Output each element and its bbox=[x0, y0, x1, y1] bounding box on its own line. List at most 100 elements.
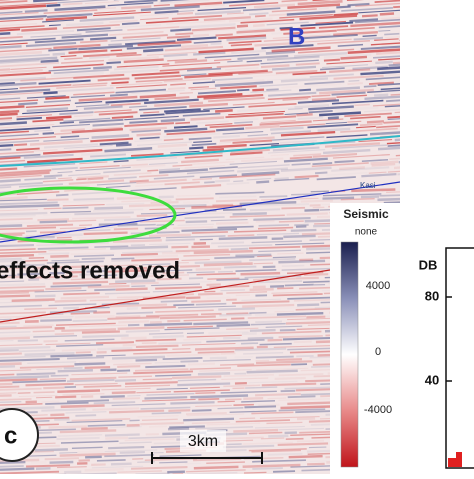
seismic-trace bbox=[88, 286, 130, 287]
seismic-trace bbox=[0, 389, 42, 390]
seismic-trace bbox=[24, 353, 74, 355]
seismic-trace bbox=[120, 452, 145, 453]
seismic-trace bbox=[256, 357, 294, 358]
seismic-trace bbox=[310, 264, 332, 265]
seismic-trace bbox=[233, 213, 267, 214]
seismic-trace bbox=[111, 464, 132, 465]
seismic-trace bbox=[241, 273, 281, 274]
seismic-trace bbox=[241, 343, 258, 344]
seismic-trace bbox=[289, 456, 323, 457]
seismic-trace bbox=[273, 257, 296, 258]
seismic-trace bbox=[75, 415, 96, 416]
seismic-trace bbox=[46, 117, 71, 119]
seismic-trace bbox=[258, 405, 279, 406]
seismic-trace bbox=[111, 82, 128, 83]
seismic-trace bbox=[116, 289, 148, 290]
seismic-trace bbox=[233, 405, 253, 406]
seismic-trace bbox=[268, 436, 288, 437]
seismic-trace bbox=[35, 449, 68, 450]
seismic-trace bbox=[82, 332, 120, 333]
seismic-trace bbox=[137, 215, 168, 216]
seismic-trace bbox=[255, 394, 301, 395]
seismic-trace bbox=[136, 360, 157, 361]
seismic-trace bbox=[271, 33, 282, 34]
seismic-trace bbox=[170, 402, 214, 403]
seismic-trace bbox=[218, 408, 244, 409]
seismic-trace bbox=[386, 100, 401, 101]
seismic-trace bbox=[144, 324, 192, 325]
seismic-trace bbox=[233, 430, 278, 431]
seismic-trace bbox=[168, 88, 185, 89]
seismic-trace bbox=[216, 200, 257, 201]
seismic-trace bbox=[111, 50, 122, 51]
seismic-trace bbox=[60, 122, 74, 123]
seismic-trace bbox=[46, 5, 60, 6]
seismic-trace bbox=[0, 338, 30, 339]
seismic-trace bbox=[286, 439, 304, 440]
seismic-trace bbox=[64, 472, 81, 473]
seismic-trace bbox=[89, 57, 109, 58]
seismic-trace bbox=[129, 205, 170, 206]
seismic-trace bbox=[43, 388, 64, 389]
seismic-trace bbox=[67, 220, 96, 221]
seismic-trace bbox=[0, 215, 36, 216]
seismic-trace bbox=[33, 331, 55, 332]
seismic-trace bbox=[251, 324, 286, 325]
seismic-trace bbox=[121, 338, 146, 339]
seismic-trace bbox=[191, 301, 221, 302]
seismic-trace bbox=[248, 338, 274, 339]
seismic-trace bbox=[180, 93, 193, 94]
seismic-trace bbox=[61, 136, 80, 137]
seismic-trace bbox=[372, 164, 396, 165]
seismic-trace bbox=[173, 305, 194, 306]
seismic-trace bbox=[113, 398, 140, 399]
seismic-trace bbox=[250, 209, 280, 210]
seismic-trace bbox=[340, 100, 360, 101]
colorbar-tick: 4000 bbox=[366, 280, 390, 292]
seismic-trace bbox=[116, 316, 141, 317]
seismic-trace bbox=[161, 301, 188, 302]
seismic-trace bbox=[14, 144, 27, 145]
seismic-trace bbox=[195, 262, 242, 263]
seismic-trace bbox=[244, 472, 266, 473]
seismic-trace bbox=[0, 145, 13, 146]
seismic-trace bbox=[105, 438, 128, 439]
seismic-trace bbox=[158, 145, 188, 147]
seismic-trace bbox=[384, 34, 399, 35]
seismic-trace bbox=[56, 438, 99, 439]
seismic-trace bbox=[291, 230, 317, 231]
seismic-trace bbox=[155, 11, 179, 12]
seismic-trace bbox=[61, 405, 105, 406]
seismic-trace bbox=[0, 118, 12, 119]
seismic-trace bbox=[237, 90, 249, 91]
seismic-trace bbox=[70, 378, 117, 379]
seismic-trace bbox=[0, 111, 19, 112]
seismic-trace bbox=[110, 427, 142, 428]
seismic-trace bbox=[166, 239, 195, 240]
seismic-trace bbox=[105, 435, 140, 436]
seismic-trace bbox=[110, 95, 128, 96]
seismic-trace bbox=[0, 379, 37, 380]
seismic-trace bbox=[60, 228, 86, 229]
seismic-trace bbox=[149, 235, 191, 236]
seismic-trace bbox=[163, 358, 203, 359]
seismic-trace bbox=[94, 402, 135, 403]
seismic-trace bbox=[253, 25, 265, 26]
seismic-trace bbox=[71, 313, 90, 314]
seismic-trace bbox=[243, 465, 301, 467]
seismic-trace bbox=[73, 199, 114, 200]
seismic-trace bbox=[136, 340, 177, 341]
seismic-trace bbox=[61, 329, 116, 331]
seismic-trace bbox=[153, 336, 184, 337]
seismic-trace bbox=[328, 118, 339, 119]
seismic-trace bbox=[215, 110, 233, 111]
seismic-trace bbox=[249, 13, 268, 14]
seismic-trace bbox=[0, 293, 29, 294]
seismic-trace bbox=[82, 336, 128, 337]
seismic-trace bbox=[94, 290, 115, 291]
seismic-trace bbox=[104, 219, 146, 220]
seismic-trace bbox=[55, 300, 87, 301]
seismic-trace bbox=[252, 468, 283, 469]
seismic-trace bbox=[198, 399, 219, 400]
